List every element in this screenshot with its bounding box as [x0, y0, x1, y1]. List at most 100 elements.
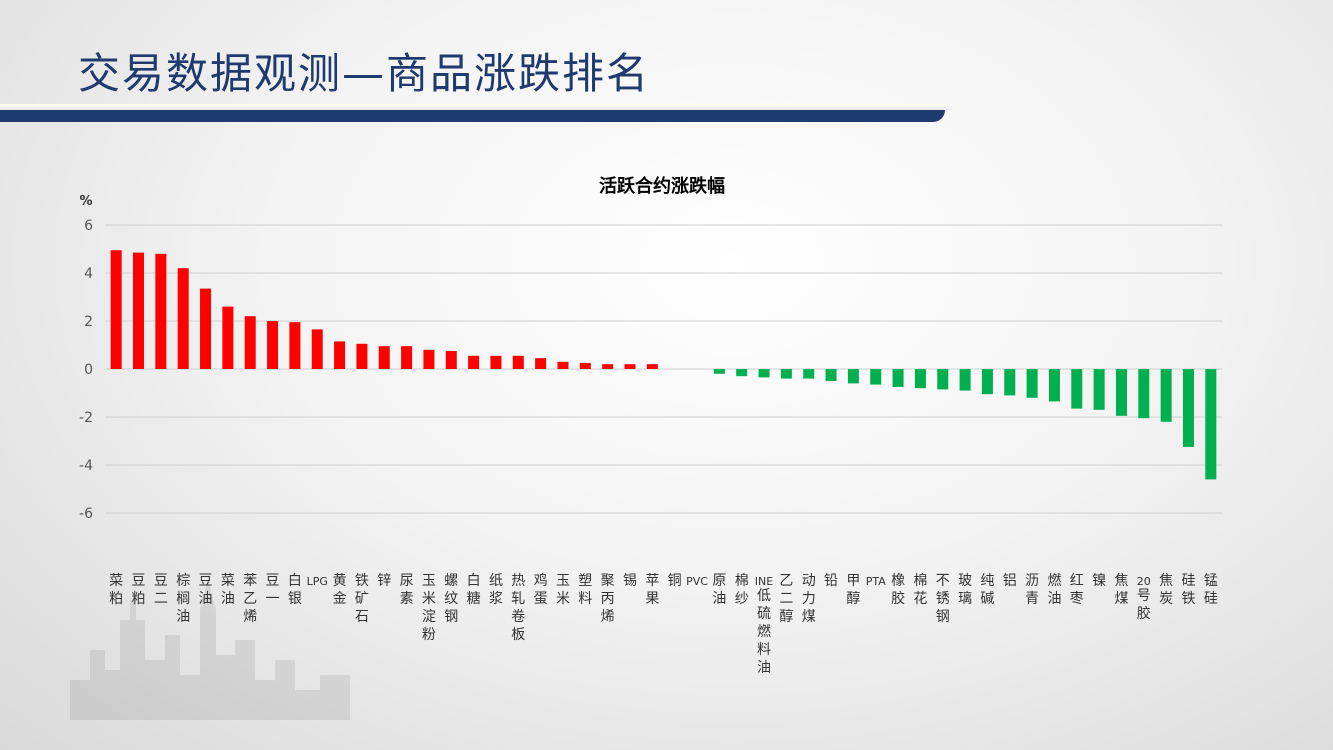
x-tick-label: 聚丙烯 [601, 573, 615, 625]
y-tick-label: -2 [79, 410, 93, 426]
bar [334, 341, 346, 369]
title-bar-shadow [0, 104, 952, 110]
bar [468, 355, 480, 369]
x-tick-label: 苹果 [645, 573, 659, 607]
page-title: 交易数据观测—商品涨跌排名 [78, 49, 651, 98]
bar [110, 250, 122, 369]
x-tick-label: 豆二 [154, 573, 168, 607]
x-tick-label: 焦煤 [1114, 573, 1128, 607]
bar [914, 369, 926, 389]
bar [490, 355, 502, 369]
bar [1093, 369, 1105, 410]
bar [222, 306, 234, 369]
bar [244, 316, 256, 369]
title-bar [0, 110, 945, 122]
bar [713, 369, 725, 374]
x-tick-label: LPG [307, 575, 328, 588]
x-tick-label: 不锈钢 [936, 573, 950, 625]
skyline-decoration [70, 580, 350, 720]
x-tick-label: PVC [686, 575, 708, 588]
x-tick-label: 镍 [1092, 573, 1106, 589]
bar [1004, 369, 1016, 396]
bar [423, 349, 435, 369]
bar [981, 369, 993, 395]
bar [378, 346, 390, 369]
x-tick-label: 20 号胶 [1137, 575, 1151, 622]
x-tick-label: 锡 [623, 573, 637, 589]
x-tick-label: 橡胶 [891, 573, 905, 607]
x-tick-label: 菜粕 [109, 573, 123, 607]
bar [1205, 369, 1217, 480]
x-tick-label: 塑料 [578, 573, 592, 607]
chart-title: 活跃合约涨跌幅 [599, 175, 725, 197]
y-tick-label: -6 [79, 506, 93, 522]
bar [557, 361, 569, 369]
bar [133, 252, 145, 369]
bar [847, 369, 859, 384]
x-tick-label: INE 低硫燃料油 [755, 575, 773, 676]
bar [535, 358, 547, 369]
y-axis-unit: % [79, 194, 92, 209]
x-tick-label: 硅铁 [1181, 573, 1195, 607]
y-tick-label: 6 [84, 218, 93, 234]
x-tick-label: 铁矿石 [355, 573, 369, 625]
bar [401, 346, 413, 369]
x-tick-label: 锰硅 [1204, 573, 1218, 607]
x-tick-label: 玻璃 [958, 573, 972, 607]
bar [267, 321, 279, 369]
bar [1071, 369, 1083, 409]
bar [892, 369, 904, 387]
y-axis-ticks: 6 4 2 0 -2 -4 -6 [79, 218, 93, 522]
x-tick-label: 豆一 [266, 573, 280, 607]
bar [1182, 369, 1194, 447]
bar [624, 364, 636, 369]
bar [870, 369, 882, 385]
x-tick-label: 纯碱 [980, 573, 994, 607]
x-tick-label: 黄金 [333, 572, 347, 607]
x-tick-label: 菜油 [221, 573, 235, 607]
x-tick-label: 豆油 [199, 573, 213, 607]
bar [579, 363, 591, 369]
x-tick-label: 玉米 [556, 573, 570, 607]
bar [1026, 369, 1038, 398]
y-tick-label: 4 [84, 266, 93, 282]
y-tick-label: 2 [84, 314, 93, 330]
y-tick-label: 0 [84, 362, 93, 378]
x-tick-label: 螺纹钢 [444, 573, 458, 625]
bar [155, 253, 167, 369]
bar [736, 369, 748, 377]
x-tick-label: 原油 [712, 573, 726, 607]
x-tick-label: 苯乙烯 [243, 572, 257, 625]
x-tick-label: 甲醇 [846, 573, 860, 607]
x-tick-label: 动力煤 [802, 573, 816, 625]
bar [1138, 369, 1150, 419]
y-tick-label: -4 [79, 458, 93, 474]
bar [289, 322, 301, 369]
bar [937, 369, 949, 390]
x-tick-label: 鸡蛋 [534, 572, 548, 607]
bar [602, 364, 614, 369]
x-tick-label: 燃油 [1047, 572, 1061, 607]
x-tick-label: 热轧卷板 [511, 573, 525, 643]
bar [803, 369, 815, 379]
x-tick-label: 乙二醇 [779, 573, 793, 625]
x-tick-label: 焦炭 [1159, 573, 1173, 607]
x-tick-label: 白银 [288, 573, 302, 607]
x-tick-label: 铜 [668, 573, 682, 589]
bar [356, 343, 368, 369]
bar [1048, 369, 1060, 402]
bar [177, 268, 189, 369]
x-tick-label: PTA [866, 575, 886, 588]
bar [959, 369, 971, 391]
x-tick-label: 红枣 [1070, 573, 1084, 607]
bar [200, 288, 212, 369]
bar [1115, 369, 1127, 416]
bars [110, 250, 1217, 480]
bar [1160, 369, 1172, 422]
bar [825, 369, 837, 381]
bar [311, 329, 323, 369]
bar [780, 369, 792, 379]
x-tick-label: 纸浆 [489, 573, 503, 607]
